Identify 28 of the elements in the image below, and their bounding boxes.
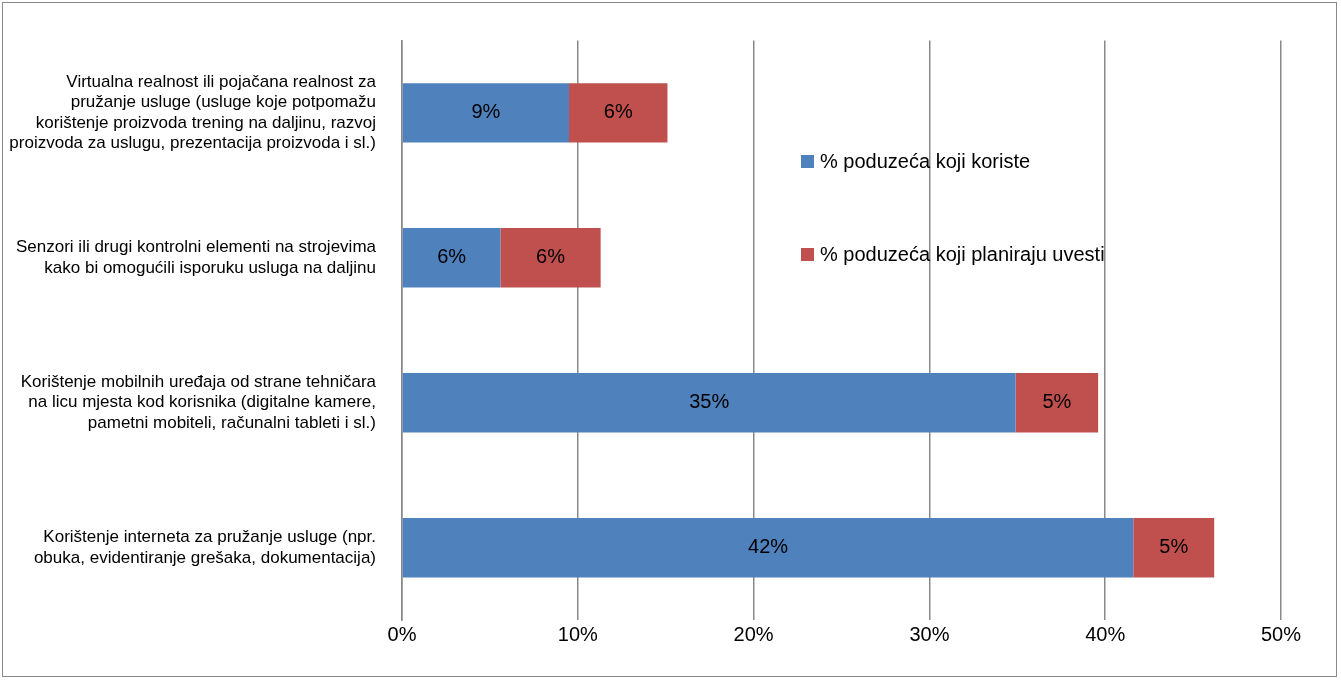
data-label: 9% — [471, 100, 501, 123]
data-label: 35% — [689, 390, 730, 413]
x-tick-label: 30% — [909, 622, 950, 645]
y-tick-label: Korištenje mobilnih uređaja od strane tehničara na licu mjesta kod korisnika (digitalne kamere, pametni mobiteli, računalni tableti i sl.) — [20, 372, 377, 432]
bar — [402, 373, 1016, 433]
bar — [402, 518, 1134, 578]
x-tick-label: 40% — [1085, 622, 1126, 645]
x-tick-label: 50% — [1260, 622, 1302, 645]
legend-label: % poduzeća koji koriste — [820, 150, 1031, 174]
x-tick-label: 10% — [557, 622, 599, 645]
x-tick-label: 0% — [387, 622, 417, 645]
data-label: 5% — [1159, 535, 1189, 558]
x-tick-label: 20% — [733, 622, 774, 645]
data-label: 42% — [748, 535, 789, 558]
bar — [1015, 373, 1099, 433]
legend-label: % poduzeća koji planiraju uvesti — [820, 243, 1105, 267]
y-tick-label: Korištenje interneta za pružanje usluge (npr. obuka, evidentiranje grešaka, dokumentacija) — [33, 527, 376, 567]
bar — [402, 83, 570, 143]
bar — [500, 228, 601, 288]
data-label: 5% — [1042, 390, 1072, 413]
y-tick-label: Virtualna realnost ili pojačana realnost za pružanje usluge (usluge koje potpomažu korištenje proizvoda trening na daljinu, razvoj proizvoda za uslugu, prezentacija proizvoda i sl.) — [9, 71, 377, 153]
data-label: 6% — [536, 245, 566, 268]
bar — [402, 228, 501, 288]
data-label: 6% — [437, 245, 467, 268]
y-tick-label: Senzori ili drugi kontrolni elementi na strojevima kako bi omogućili isporuku usluga na daljinu — [16, 237, 377, 277]
data-label: 6% — [603, 100, 633, 123]
bar — [1133, 518, 1215, 578]
bar — [569, 83, 668, 143]
